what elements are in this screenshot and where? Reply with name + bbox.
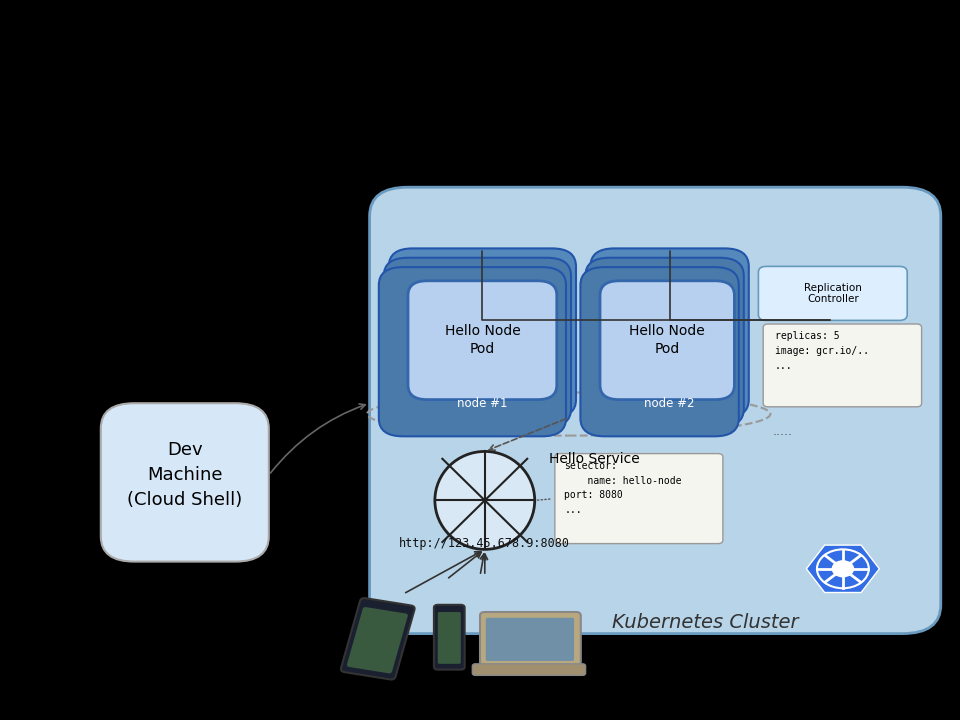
Text: selector:
    name: hello-node
port: 8080
...: selector: name: hello-node port: 8080 ..… [564, 461, 682, 516]
FancyBboxPatch shape [408, 281, 557, 400]
FancyBboxPatch shape [341, 598, 415, 680]
Text: node #2: node #2 [644, 397, 695, 410]
FancyBboxPatch shape [581, 267, 739, 436]
Text: replicas: 5
image: gcr.io/..
...: replicas: 5 image: gcr.io/.. ... [775, 331, 869, 371]
FancyBboxPatch shape [590, 248, 749, 418]
FancyBboxPatch shape [555, 454, 723, 544]
Text: .....: ..... [773, 425, 793, 438]
FancyBboxPatch shape [384, 258, 571, 427]
FancyBboxPatch shape [763, 324, 922, 407]
Text: http://123.45.678.9:8080: http://123.45.678.9:8080 [398, 537, 569, 550]
FancyBboxPatch shape [600, 281, 734, 400]
Text: Hello Node
Pod: Hello Node Pod [444, 324, 520, 356]
FancyBboxPatch shape [434, 605, 465, 670]
FancyBboxPatch shape [101, 403, 269, 562]
Text: Hello Node
Pod: Hello Node Pod [630, 324, 705, 356]
FancyBboxPatch shape [438, 612, 461, 664]
Text: node #1: node #1 [457, 397, 508, 410]
Text: Replication
Controller: Replication Controller [804, 282, 862, 304]
FancyBboxPatch shape [370, 187, 941, 634]
FancyBboxPatch shape [758, 266, 907, 320]
Circle shape [832, 561, 853, 577]
FancyBboxPatch shape [347, 607, 408, 673]
FancyBboxPatch shape [480, 612, 581, 666]
Ellipse shape [435, 451, 535, 549]
Text: Dev
Machine
(Cloud Shell): Dev Machine (Cloud Shell) [127, 441, 243, 509]
Text: Hello Service: Hello Service [549, 451, 640, 466]
FancyBboxPatch shape [472, 664, 586, 675]
FancyBboxPatch shape [389, 248, 576, 418]
FancyBboxPatch shape [486, 618, 574, 661]
FancyBboxPatch shape [586, 258, 744, 427]
Text: Kubernetes Cluster: Kubernetes Cluster [612, 613, 799, 632]
FancyBboxPatch shape [379, 267, 566, 436]
